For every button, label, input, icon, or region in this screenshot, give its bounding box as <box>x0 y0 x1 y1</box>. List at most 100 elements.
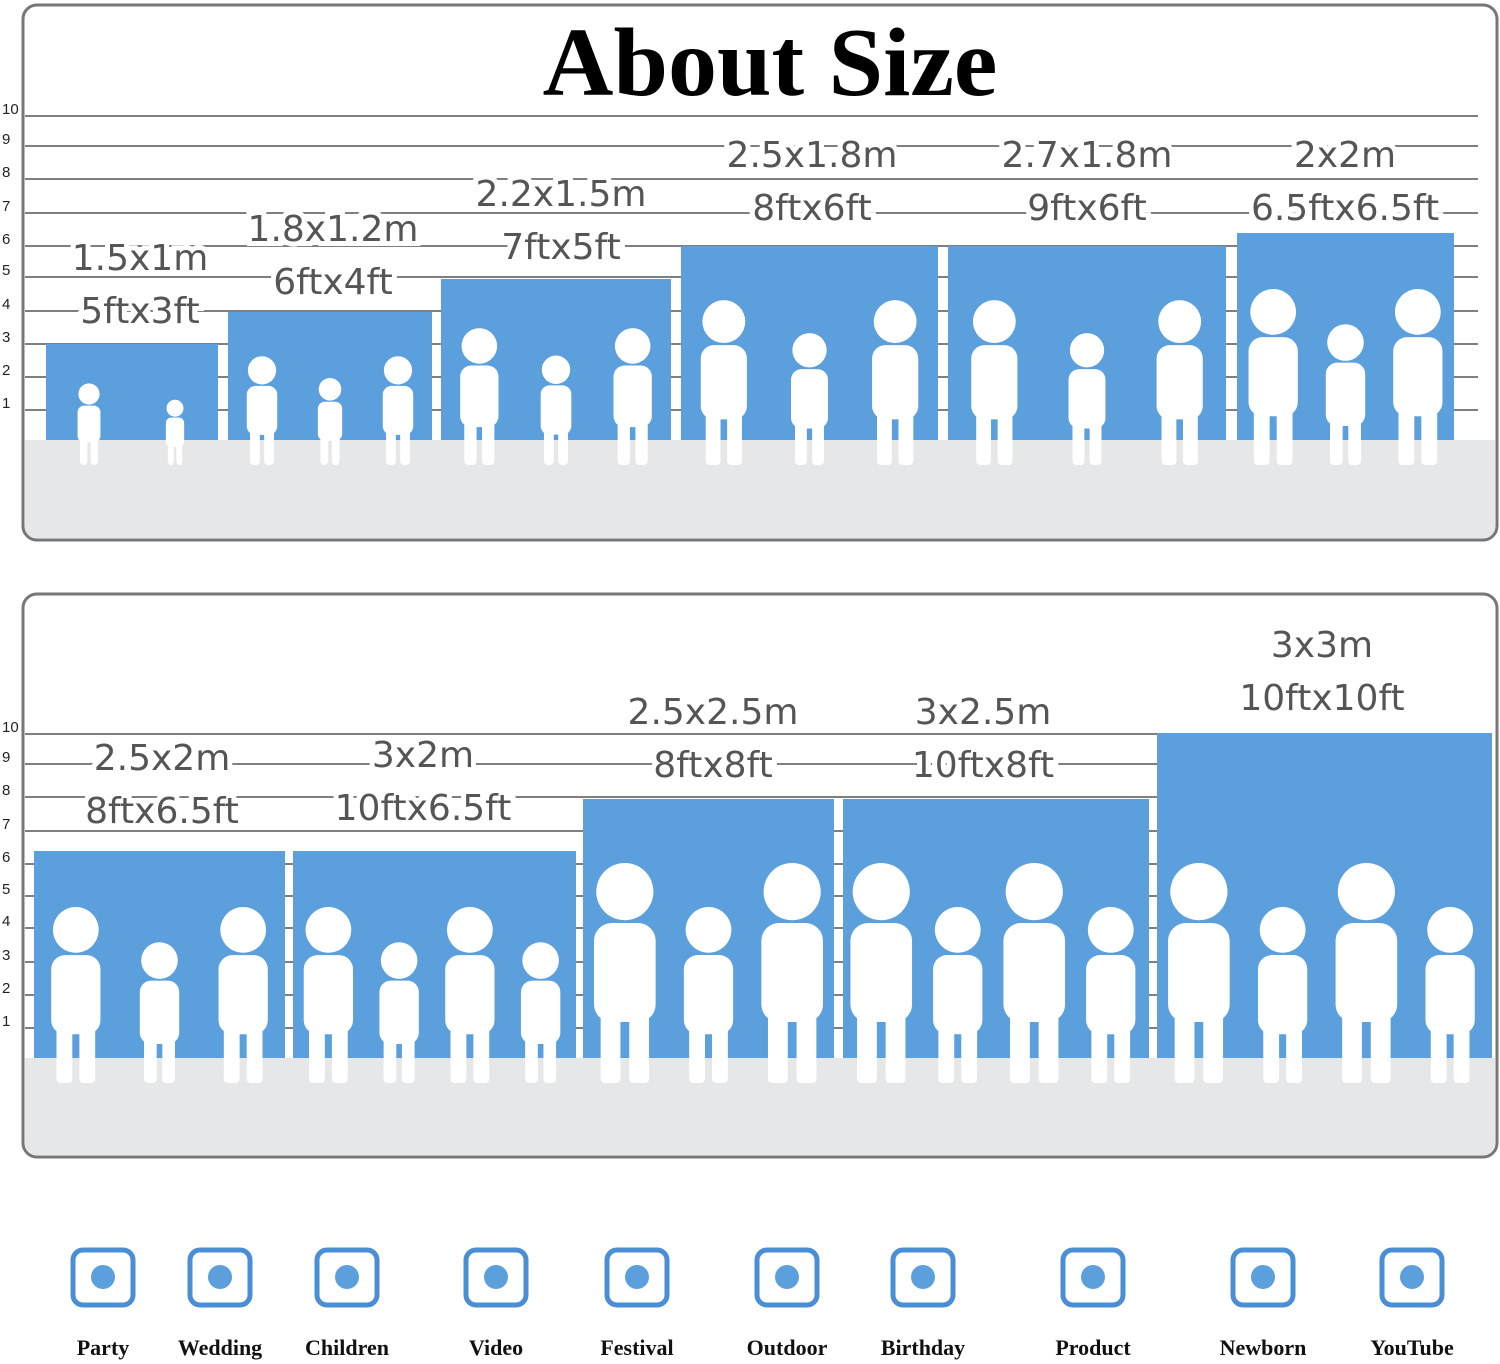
use-icon-dot <box>1081 1265 1105 1289</box>
silhouette <box>683 907 734 1083</box>
silhouette <box>1335 863 1398 1083</box>
scale-label: 9 <box>2 131 10 148</box>
use-icon-dot <box>91 1265 115 1289</box>
silhouette <box>165 399 185 465</box>
use-label: Party <box>77 1335 130 1360</box>
silhouette <box>1156 300 1203 465</box>
floor <box>25 440 1495 538</box>
silhouette <box>613 328 652 465</box>
size-imperial: 8ftx6ft <box>752 188 871 229</box>
use-icon <box>463 1247 529 1308</box>
scale-label: 1 <box>2 395 10 412</box>
silhouette <box>1325 324 1366 465</box>
silhouette <box>761 863 823 1083</box>
silhouette <box>445 907 495 1083</box>
size-metric: 2x2m <box>1294 135 1396 176</box>
silhouette <box>77 383 101 465</box>
use-label: Wedding <box>178 1335 262 1360</box>
size-imperial: 6.5ftx6.5ft <box>1251 188 1439 229</box>
size-metric: 3x2.5m <box>915 692 1052 733</box>
use-icon <box>314 1247 380 1308</box>
use-icon <box>1060 1247 1126 1308</box>
silhouette <box>971 300 1018 465</box>
size-imperial: 8ftx6.5ft <box>85 791 239 832</box>
scale-label: 6 <box>2 849 10 866</box>
scale-label: 10 <box>2 101 19 118</box>
size-imperial: 9ftx6ft <box>1027 188 1146 229</box>
silhouette <box>1248 289 1298 465</box>
scale-label: 10 <box>2 719 19 736</box>
size-metric: 2.5x2m <box>94 738 231 779</box>
scale-label: 3 <box>2 329 10 346</box>
use-label: Children <box>305 1335 389 1360</box>
use-icon-dot <box>625 1265 649 1289</box>
size-metric: 3x2m <box>372 735 474 776</box>
scale-label: 4 <box>2 296 10 313</box>
scale-label: 5 <box>2 881 10 898</box>
use-label: Product <box>1055 1335 1131 1360</box>
silhouette <box>872 300 919 465</box>
scale-label: 7 <box>2 198 10 215</box>
silhouette <box>246 356 278 465</box>
use-icon <box>1230 1247 1296 1308</box>
scale-label: 6 <box>2 231 10 248</box>
use-label: YouTube <box>1370 1335 1454 1360</box>
size-metric: 3x3m <box>1271 625 1373 666</box>
use-icon-dot <box>1400 1265 1424 1289</box>
silhouette <box>139 942 180 1083</box>
size-metric: 2.2x1.5m <box>476 174 647 215</box>
silhouette <box>382 356 414 465</box>
silhouette <box>460 328 499 465</box>
silhouette <box>700 300 747 465</box>
size-imperial: 10ftx6.5ft <box>335 788 512 829</box>
size-metric: 1.8x1.2m <box>248 209 419 250</box>
silhouette <box>933 907 983 1083</box>
size-metric: 1.5x1m <box>72 238 209 279</box>
silhouette <box>850 863 913 1083</box>
silhouette <box>303 907 354 1083</box>
use-icon-dot <box>1251 1265 1275 1289</box>
size-imperial: 10ftx10ft <box>1239 678 1404 719</box>
size-metric: 2.5x1.8m <box>727 135 898 176</box>
use-label: Festival <box>600 1335 673 1360</box>
scale-label: 1 <box>2 1013 10 1030</box>
use-label: Video <box>469 1335 523 1360</box>
use-icon <box>604 1247 670 1308</box>
scale-label: 3 <box>2 947 10 964</box>
scale-label: 4 <box>2 913 10 930</box>
scale-label: 8 <box>2 782 10 799</box>
silhouette <box>540 355 572 465</box>
silhouette <box>1068 333 1106 465</box>
use-icon <box>754 1247 820 1308</box>
scale-label: 2 <box>2 980 10 997</box>
silhouette <box>520 942 561 1083</box>
use-icon-dot <box>775 1265 799 1289</box>
size-metric: 2.5x2.5m <box>628 692 799 733</box>
scale-label: 2 <box>2 362 10 379</box>
use-icon <box>70 1247 136 1308</box>
silhouette <box>1425 907 1475 1083</box>
title: About Size <box>543 9 998 117</box>
scale-label: 9 <box>2 749 10 766</box>
backdrop <box>46 344 218 440</box>
silhouette <box>218 907 268 1083</box>
silhouette <box>791 333 828 465</box>
size-imperial: 10ftx8ft <box>912 745 1054 786</box>
size-metric: 2.7x1.8m <box>1002 135 1173 176</box>
silhouette <box>1393 289 1443 465</box>
silhouette <box>317 377 343 465</box>
use-icon <box>890 1247 956 1308</box>
silhouette <box>379 942 419 1083</box>
size-imperial: 7ftx5ft <box>501 227 620 268</box>
use-icon-dot <box>911 1265 935 1289</box>
size-imperial: 8ftx8ft <box>653 745 772 786</box>
silhouette <box>1003 863 1066 1083</box>
scale-label: 5 <box>2 262 10 279</box>
scale-label: 7 <box>2 816 10 833</box>
use-label: Birthday <box>881 1335 965 1360</box>
silhouette <box>1257 907 1308 1083</box>
size-imperial: 6ftx4ft <box>273 262 392 303</box>
size-imperial: 5ftx3ft <box>80 291 199 332</box>
silhouette <box>594 863 656 1083</box>
